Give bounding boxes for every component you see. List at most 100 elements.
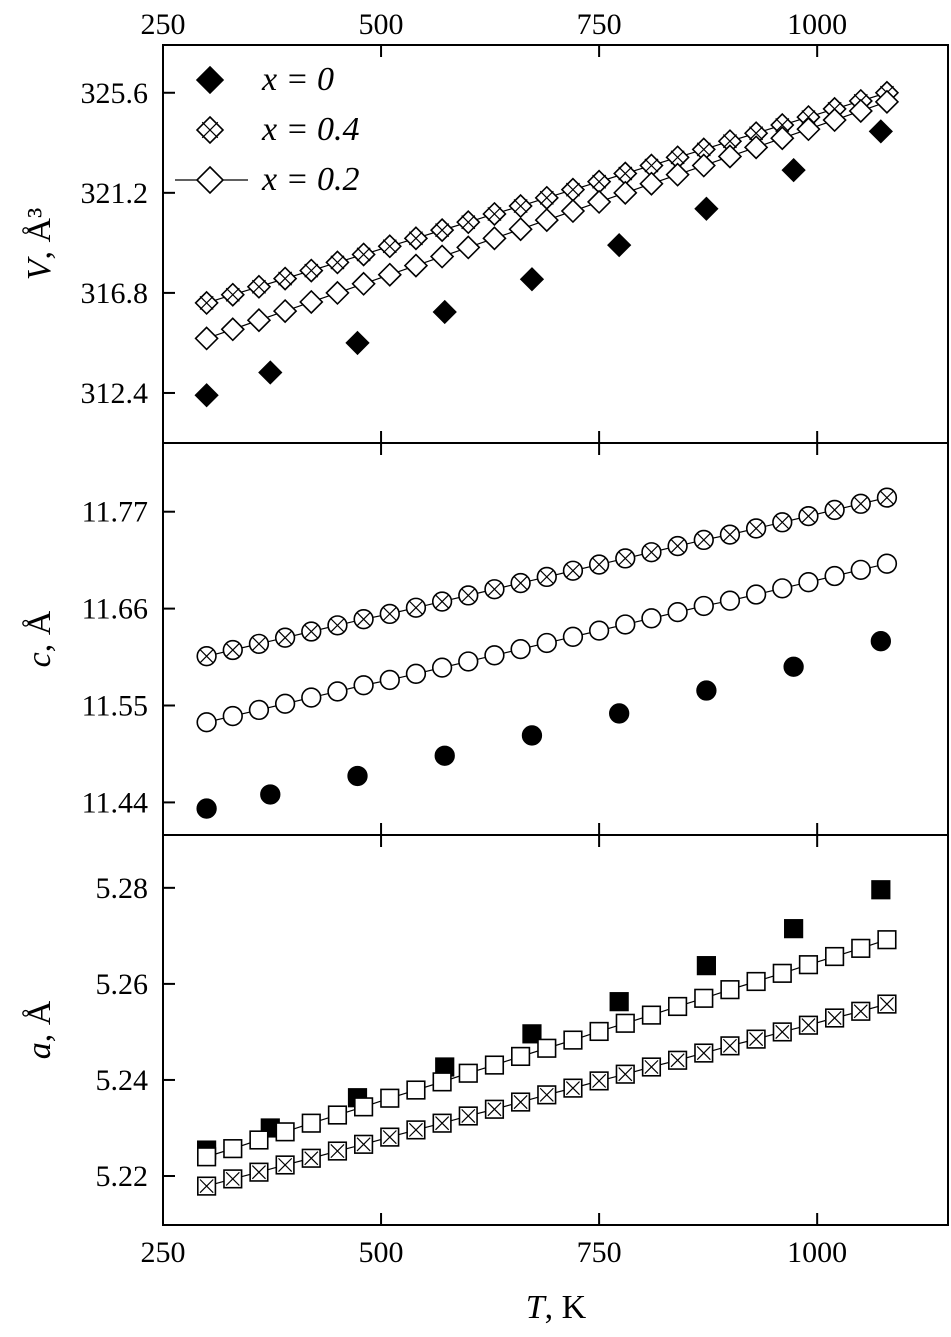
marker-cross xyxy=(827,1010,842,1026)
data-point xyxy=(432,1113,452,1133)
data-point xyxy=(345,330,370,356)
marker-cross xyxy=(722,527,737,542)
y-axis-label-unit: , Å³ xyxy=(21,208,58,260)
data-point xyxy=(379,669,400,691)
marker-shape xyxy=(325,280,350,306)
marker-cross xyxy=(801,1018,816,1033)
x-tick-label-bottom: 500 xyxy=(359,1236,404,1269)
marker-cross xyxy=(251,1165,266,1180)
data-point xyxy=(220,317,245,342)
data-point xyxy=(615,1013,635,1033)
data-point xyxy=(877,994,897,1014)
data-point xyxy=(248,699,270,721)
data-point xyxy=(194,326,219,351)
marker-shape xyxy=(743,135,769,160)
data-point xyxy=(772,512,793,533)
data-point xyxy=(825,946,845,967)
marker-shape xyxy=(434,745,455,766)
data-point xyxy=(720,980,740,1000)
y-tick-label: 5.26 xyxy=(96,968,149,1001)
marker-cross xyxy=(408,1122,423,1137)
data-point xyxy=(223,1139,243,1159)
marker-shape xyxy=(851,938,871,958)
data-point xyxy=(641,608,662,629)
y-tick-label: 11.55 xyxy=(82,690,148,723)
marker-shape xyxy=(432,299,457,325)
data-point xyxy=(223,1169,243,1189)
data-point xyxy=(380,1127,400,1147)
data-point xyxy=(508,193,533,219)
data-point xyxy=(641,1005,662,1025)
marker-cross xyxy=(487,206,502,222)
marker-cross xyxy=(487,582,502,597)
marker-shape xyxy=(195,165,225,195)
data-point xyxy=(668,996,688,1017)
data-point xyxy=(537,1085,557,1105)
data-point xyxy=(719,590,741,611)
y-tick-label: 11.77 xyxy=(82,496,148,529)
data-point xyxy=(196,798,217,819)
marker-shape xyxy=(345,330,370,356)
data-point xyxy=(519,267,545,292)
marker-cross xyxy=(618,551,633,566)
marker-shape xyxy=(563,1030,583,1050)
series-x-0-4 xyxy=(194,80,900,316)
data-point xyxy=(510,572,531,594)
marker-shape xyxy=(223,1139,243,1159)
marker-cross xyxy=(801,509,816,524)
marker-shape xyxy=(429,244,455,269)
data-point xyxy=(194,290,219,316)
data-point xyxy=(850,559,871,580)
data-point xyxy=(260,784,281,805)
marker-shape xyxy=(195,65,225,95)
y-tick-label: 5.22 xyxy=(96,1160,149,1193)
y-tick-label: 5.28 xyxy=(96,872,149,905)
marker-shape xyxy=(272,298,298,324)
data-point xyxy=(668,1050,688,1070)
data-point xyxy=(691,153,716,178)
y-tick-label: 321.2 xyxy=(81,177,149,210)
data-point xyxy=(850,493,871,514)
data-point xyxy=(325,280,350,306)
data-point xyxy=(615,614,636,635)
data-point xyxy=(275,1122,295,1142)
data-point xyxy=(719,524,741,545)
data-marks xyxy=(194,80,900,1196)
marker-shape xyxy=(194,383,219,408)
x-tick-label-top: 750 xyxy=(577,8,622,41)
data-point xyxy=(639,171,664,196)
data-point xyxy=(772,578,793,599)
data-point xyxy=(615,548,636,569)
marker-cross xyxy=(618,166,633,181)
marker-shape xyxy=(482,226,507,251)
data-point xyxy=(405,663,427,684)
data-point xyxy=(696,680,717,701)
marker-shape xyxy=(560,198,586,224)
marker-shape xyxy=(432,1072,452,1092)
data-point xyxy=(248,633,270,654)
data-point xyxy=(379,603,400,625)
data-point xyxy=(197,1147,217,1167)
data-point xyxy=(484,1099,505,1119)
data-point xyxy=(745,584,767,605)
data-point xyxy=(222,705,243,727)
legend-label: x = 0.2 xyxy=(261,161,360,198)
marker-shape xyxy=(353,675,374,696)
legend-entry: x = 0.4 xyxy=(195,111,360,148)
data-point xyxy=(431,657,453,678)
data-point xyxy=(781,157,806,183)
marker-cross xyxy=(749,1032,764,1047)
data-point xyxy=(484,1055,505,1075)
data-point xyxy=(796,117,821,142)
data-point xyxy=(562,626,584,647)
marker-shape xyxy=(522,1024,542,1044)
data-point xyxy=(536,566,557,588)
marker-cross xyxy=(356,247,371,262)
marker-cross xyxy=(356,1137,371,1152)
data-point xyxy=(511,1092,531,1112)
legend-marker xyxy=(195,115,225,145)
marker-shape xyxy=(508,217,533,242)
data-point xyxy=(482,201,507,227)
series-x-0 xyxy=(194,119,893,408)
marker-shape xyxy=(641,1005,662,1025)
